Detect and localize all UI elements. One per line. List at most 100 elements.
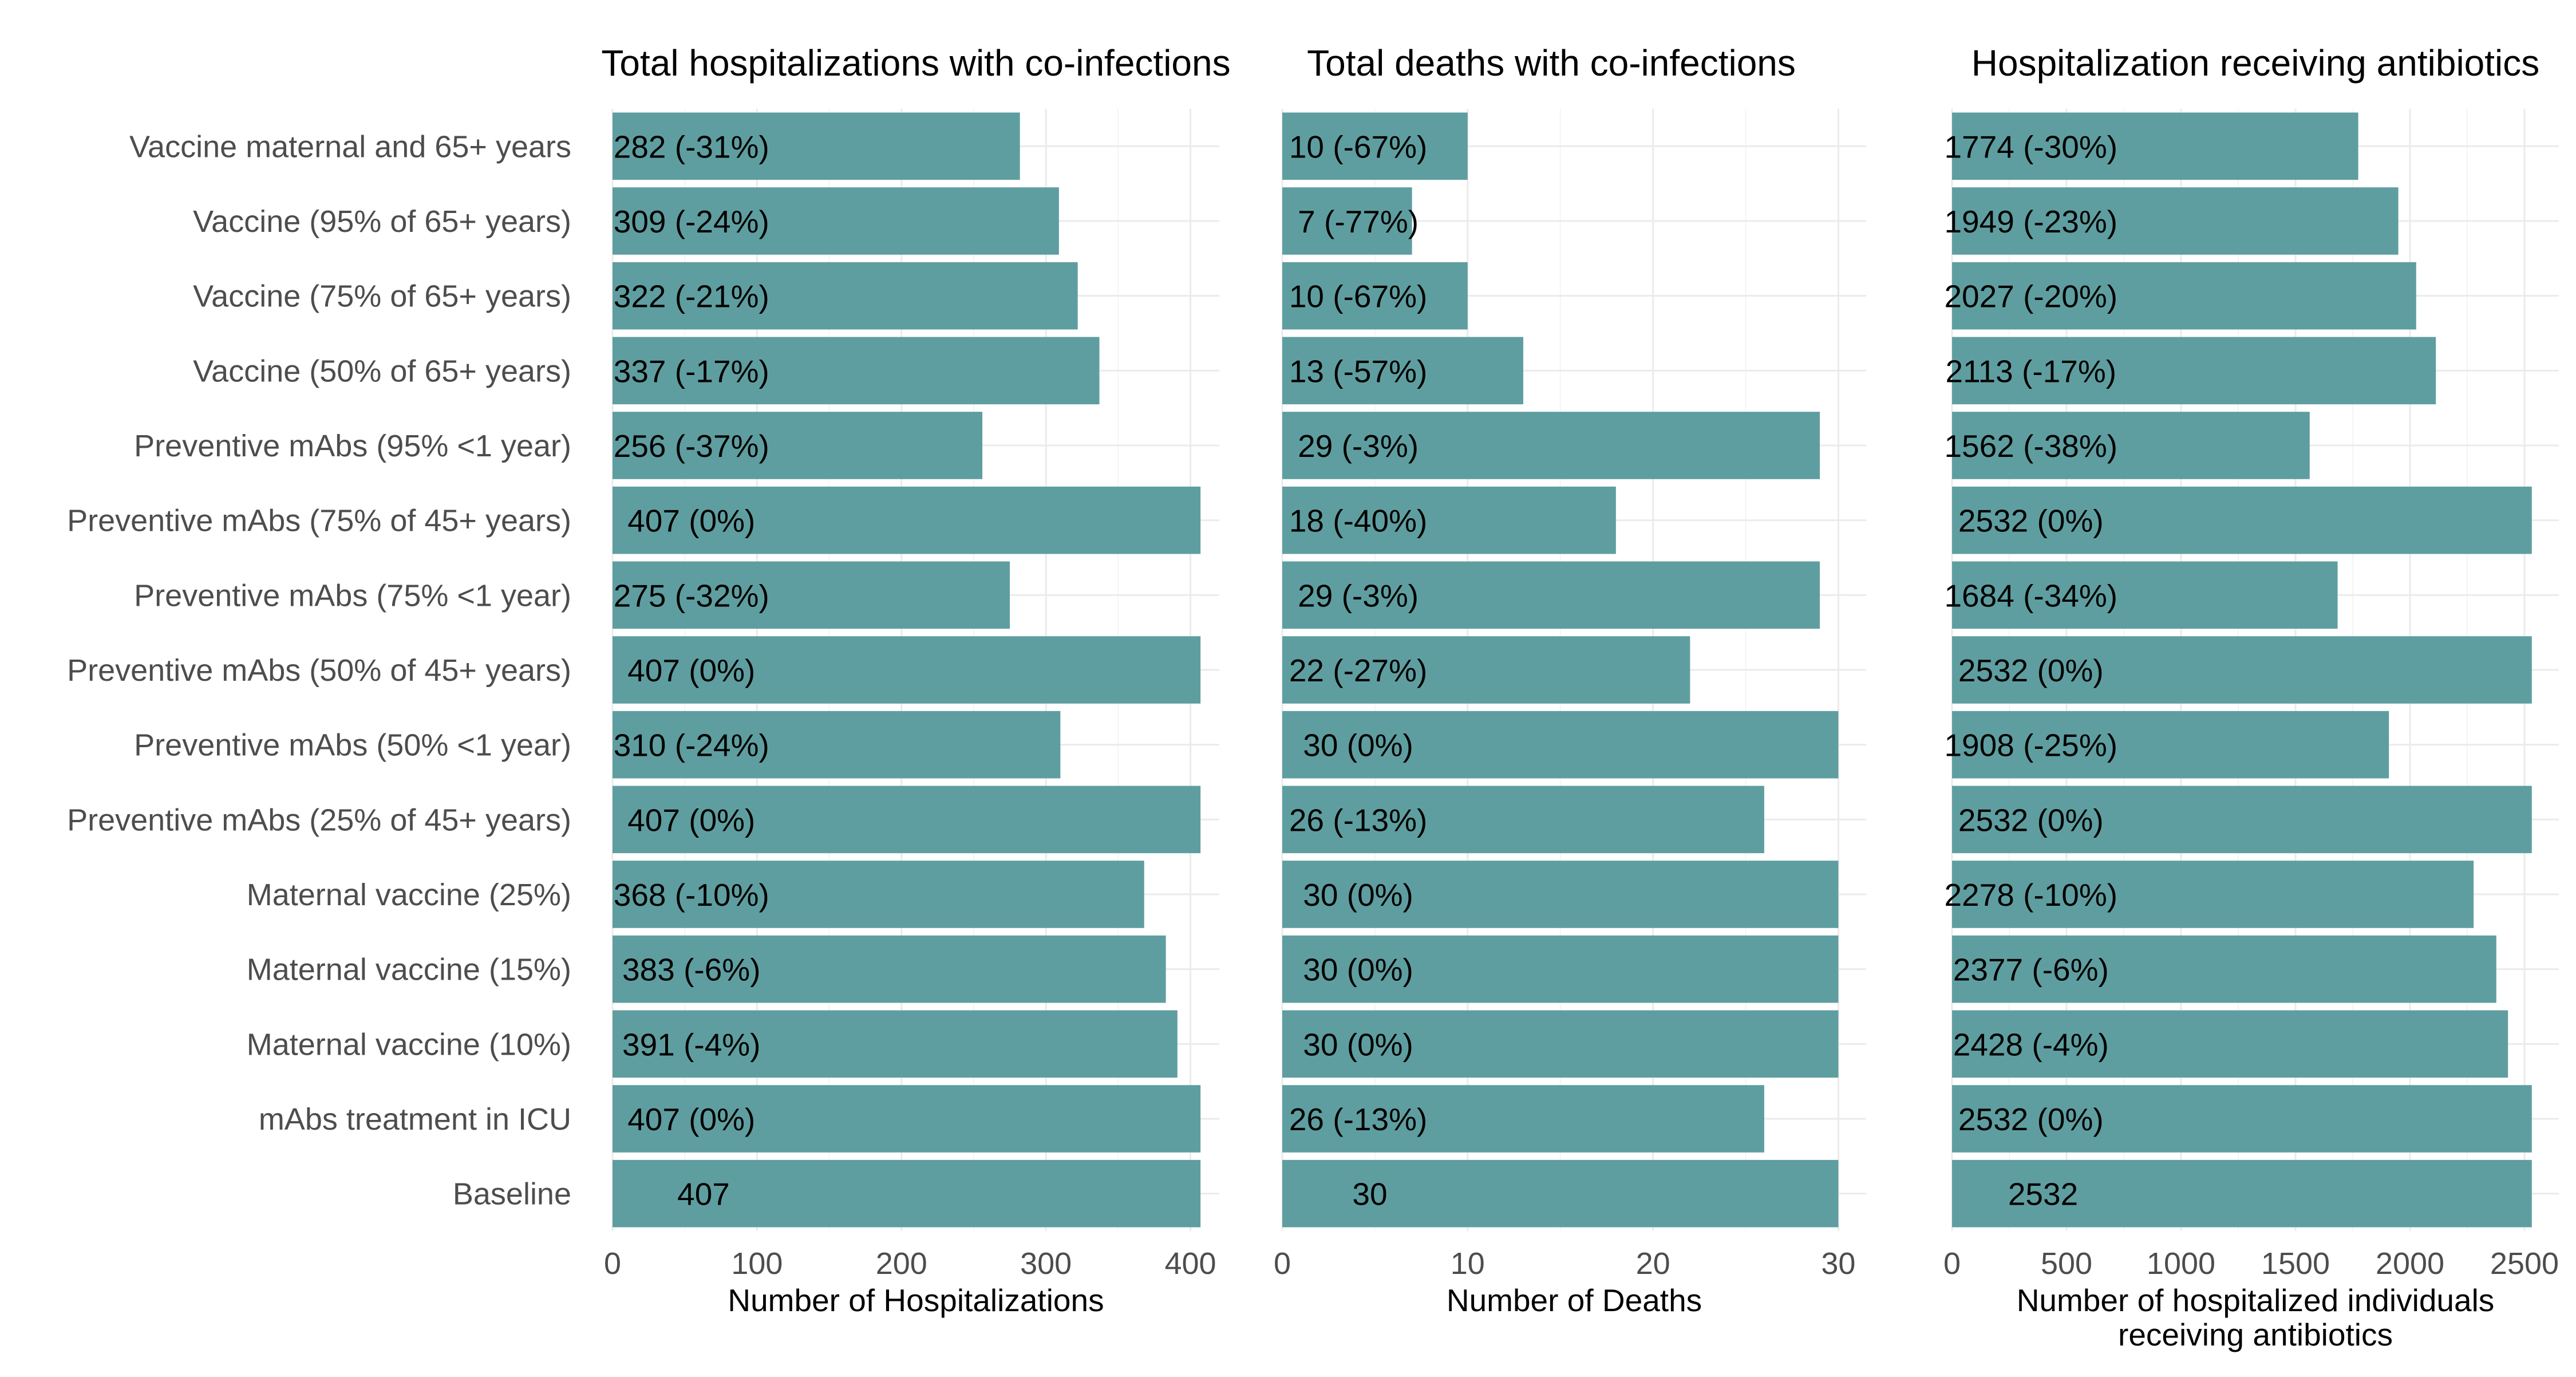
data-label: 2027 (-20%) [1944,279,2117,314]
bar [613,187,1059,255]
data-label: 30 (0%) [1303,877,1413,913]
data-label: 2278 (-10%) [1944,877,2117,913]
x-tick-label: 30 [1821,1246,1855,1281]
bar [613,1159,1201,1228]
data-label: 10 (-67%) [1289,279,1427,314]
bar [1282,337,1523,405]
x-tick-label: 20 [1636,1246,1670,1281]
bar [1952,412,2310,479]
data-label: 391 (-4%) [622,1027,760,1062]
bar [613,486,1201,554]
y-tick-label: Vaccine maternal and 65+ years [129,129,571,164]
bar [1952,187,2399,255]
bar [1952,112,2358,180]
bar [1282,561,1820,629]
bar [1282,636,1690,704]
bar [1952,636,2532,704]
bar [613,412,983,479]
data-label: 29 (-3%) [1298,578,1419,613]
bar [613,337,1100,405]
y-tick-label: Preventive mAbs (50% of 45+ years) [67,653,571,688]
x-tick-label: 10 [1451,1246,1485,1281]
y-tick-label: Preventive mAbs (50% <1 year) [134,728,571,763]
y-tick-label: Maternal vaccine (10%) [247,1027,571,1062]
y-tick-label: Vaccine (50% of 65+ years) [193,354,571,388]
data-label: 309 (-24%) [614,204,769,239]
data-label: 2532 (0%) [1958,503,2104,539]
bar [613,112,1020,180]
bar [613,1010,1178,1078]
data-label: 337 (-17%) [614,353,769,389]
data-label: 1562 (-38%) [1944,428,2117,464]
y-tick-label: Preventive mAbs (75% of 45+ years) [67,504,571,538]
bar [613,262,1078,330]
x-tick-label: 2500 [2490,1246,2559,1281]
data-label: 275 (-32%) [614,578,769,613]
data-label: 2377 (-6%) [1953,952,2109,988]
y-tick-label: Maternal vaccine (25%) [247,878,571,912]
data-label: 29 (-3%) [1298,428,1419,464]
data-label: 383 (-6%) [622,952,760,988]
data-label: 322 (-21%) [614,279,769,314]
x-tick-label: 100 [731,1246,783,1281]
data-label: 2428 (-4%) [1953,1027,2109,1062]
bar [1952,861,2474,928]
y-tick-label: Baseline [453,1177,571,1212]
data-label: 1949 (-23%) [1944,204,2117,239]
data-label: 310 (-24%) [614,728,769,763]
data-label: 2532 [2008,1177,2078,1212]
bar [1282,262,1468,330]
bar [613,636,1201,704]
bar [613,561,1010,629]
bar [1952,561,2338,629]
bar [1282,1159,1839,1228]
data-label: 7 (-77%) [1298,204,1419,239]
bar [1282,112,1468,180]
bar [1282,861,1839,928]
data-label: 2532 (0%) [1958,653,2104,688]
data-label: 1908 (-25%) [1944,728,2117,763]
x-tick-label: 0 [1943,1246,1961,1281]
data-label: 256 (-37%) [614,428,769,464]
bar [1952,1010,2508,1078]
y-tick-label: Vaccine (75% of 65+ years) [193,279,571,314]
data-label: 407 (0%) [627,653,755,688]
x-tick-label: 2000 [2376,1246,2444,1281]
x-tick-label: 500 [2041,1246,2092,1281]
data-label: 368 (-10%) [614,877,769,913]
bar [613,786,1201,854]
bar [1952,486,2532,554]
data-label: 2532 (0%) [1958,802,2104,838]
bar [613,935,1166,1003]
y-tick-label: Vaccine (95% of 65+ years) [193,204,571,239]
y-tick-label: mAbs treatment in ICU [259,1102,571,1137]
data-label: 1684 (-34%) [1944,578,2117,613]
panel-title: Hospitalization receiving antibiotics [1971,42,2540,84]
x-tick-label: 300 [1020,1246,1072,1281]
bar [1952,337,2436,405]
bar [1282,1010,1839,1078]
y-tick-label: Maternal vaccine (15%) [247,953,571,987]
x-tick-label: 200 [876,1246,927,1281]
data-label: 30 [1352,1177,1387,1212]
y-tick-label: Preventive mAbs (95% <1 year) [134,429,571,463]
bar [1282,412,1820,479]
x-axis-label: Number of Deaths [1447,1283,1702,1318]
data-label: 30 (0%) [1303,728,1413,763]
data-label: 2532 (0%) [1958,1102,2104,1137]
data-label: 30 (0%) [1303,1027,1413,1062]
data-label: 18 (-40%) [1289,503,1427,539]
data-label: 407 (0%) [627,802,755,838]
bar [1282,935,1839,1003]
bar [1952,262,2416,330]
bar [613,861,1144,928]
bar [1952,711,2389,779]
x-tick-label: 0 [604,1246,621,1281]
panel-title: Total hospitalizations with co-infection… [601,42,1230,84]
bar [1282,711,1839,779]
data-label: 407 (0%) [627,503,755,539]
bar [1952,1159,2532,1228]
data-label: 26 (-13%) [1289,802,1427,838]
x-axis-label: Number of hospitalized individuals [2017,1283,2495,1318]
